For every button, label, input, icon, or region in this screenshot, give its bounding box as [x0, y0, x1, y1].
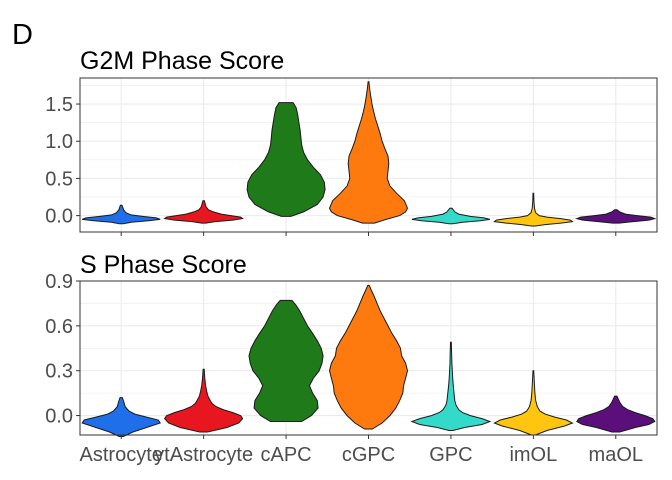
y-tick-label: 0.5 [45, 168, 73, 190]
violin-cGPC-g2m [328, 81, 409, 224]
violin-GPC-g2m [411, 207, 491, 225]
y-tick-label: 0.6 [45, 316, 73, 338]
violin-maOL-g2m [575, 209, 657, 224]
violin-cGPC-s [328, 285, 409, 430]
violin-ytAstrocyte-s [163, 368, 244, 433]
x-tick-label: Astrocyte [80, 444, 163, 466]
violins-s [81, 285, 656, 437]
x-tick-label: ytAstrocyte [154, 444, 253, 466]
y-tick-label: 1.0 [45, 131, 73, 153]
panel-title-g2m: G2M Phase Score [80, 47, 284, 75]
violin-imOL-g2m [493, 192, 574, 227]
x-tick-label: GPC [429, 444, 472, 466]
yaxis-s: 0.0 0.3 0.6 0.9 [45, 271, 80, 428]
yaxis-g2m: 0.0 0.5 1.0 1.5 [45, 94, 617, 236]
y-tick-label: 0.3 [45, 361, 73, 383]
x-tick-label: cAPC [261, 444, 312, 466]
x-tick-label: cGPC [342, 444, 395, 466]
x-tick-label: imOL [509, 444, 557, 466]
violin-Astrocyte-s [81, 397, 161, 437]
y-tick-label: 0.0 [45, 406, 73, 428]
y-tick-label: 1.5 [45, 94, 73, 116]
violin-cAPC-g2m [246, 102, 326, 217]
panel-s: S Phase Score 0.0 0.3 0.6 0.9 AstrocyteytAs… [45, 251, 658, 466]
violin-ytAstrocyte-g2m [163, 200, 244, 224]
figure-label: D [12, 19, 33, 51]
panel-border-g2m [79, 77, 658, 233]
violin-cAPC-s [248, 299, 324, 422]
y-tick-label: 0.0 [45, 206, 73, 228]
y-tick-label: 0.9 [45, 271, 73, 293]
violin-maOL-s [576, 395, 656, 433]
violin-GPC-s [410, 341, 492, 431]
violin-imOL-s [493, 370, 574, 436]
panel-g2m: G2M Phase Score 0.0 0.5 1.0 1.5 [45, 47, 658, 236]
panel-border-s [79, 280, 658, 436]
x-tick-label: maOL [589, 444, 643, 466]
panel-title-s: S Phase Score [80, 251, 247, 279]
violins-g2m [82, 81, 657, 227]
violin-Astrocyte-g2m [82, 204, 161, 225]
